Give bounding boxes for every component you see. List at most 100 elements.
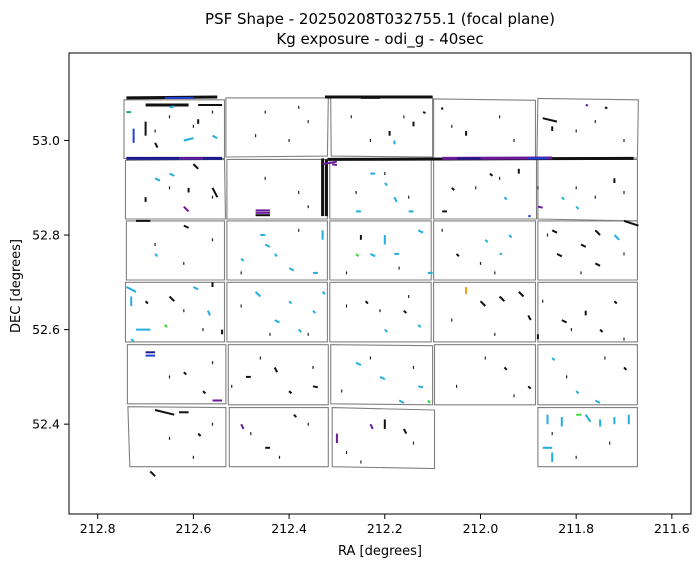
ccd-outline <box>226 281 328 343</box>
x-tick-label: 212.0 <box>463 521 499 536</box>
x-tick-label: 211.8 <box>558 521 594 536</box>
psf-point <box>369 356 371 360</box>
psf-whisker <box>398 399 405 404</box>
psf-whisker <box>455 253 460 257</box>
psf-point <box>240 304 242 308</box>
psf-point <box>345 271 348 275</box>
ccd-outline <box>331 407 436 470</box>
ccd-outline <box>537 281 638 343</box>
x-tick-label: 212.4 <box>271 521 307 536</box>
psf-whisker <box>417 229 424 234</box>
psf-whisker <box>585 104 589 107</box>
psf-point <box>451 318 453 322</box>
psf-whisker <box>312 385 319 389</box>
chart-subtitle: Kg exposure - odi_g - 40sec <box>276 30 483 49</box>
psf-point <box>412 365 415 369</box>
psf-whisker <box>498 295 506 302</box>
psf-whisker <box>211 187 219 198</box>
psf-whisker <box>197 432 202 437</box>
psf-point <box>307 422 309 426</box>
psf-point <box>494 271 496 275</box>
psf-point <box>484 356 486 360</box>
psf-point <box>264 176 266 180</box>
psf-point <box>307 205 309 209</box>
psf-point <box>269 332 271 336</box>
psf-point <box>298 105 300 109</box>
psf-whisker <box>508 234 513 239</box>
psf-point <box>341 389 343 393</box>
psf-whisker <box>183 224 190 229</box>
psf-whisker <box>599 328 604 333</box>
ccd-outline <box>537 407 638 468</box>
psf-whisker <box>427 399 431 404</box>
psf-point <box>623 337 625 341</box>
psf-whisker <box>288 300 293 305</box>
psf-whisker <box>503 366 508 371</box>
psf-point <box>350 115 352 119</box>
psf-whisker <box>384 328 388 333</box>
psf-whisker <box>254 291 262 298</box>
psf-point <box>211 110 214 114</box>
psf-whisker <box>418 385 424 389</box>
psf-whisker <box>393 196 398 203</box>
psf-point <box>546 233 549 237</box>
psf-point <box>594 195 596 199</box>
psf-point <box>211 422 214 426</box>
x-axis: 212.8 212.6 212.4 212.2 212.0 211.8 211.6 <box>80 514 690 536</box>
psf-point <box>412 441 415 445</box>
ccd-outline <box>536 97 639 159</box>
psf-point <box>513 394 515 398</box>
ccd-outline <box>228 407 329 468</box>
psf-whisker <box>192 163 199 170</box>
psf-whisker <box>154 409 175 416</box>
psf-whisker <box>355 253 360 258</box>
x-tick-label: 212.6 <box>176 521 212 536</box>
psf-whisker <box>594 262 601 267</box>
x-axis-label: RA [degrees] <box>338 544 422 559</box>
psf-point <box>551 432 553 436</box>
ccd-outline <box>225 97 329 158</box>
psf-whisker <box>274 319 280 324</box>
psf-whisker <box>580 243 587 248</box>
psf-whisker <box>542 117 558 123</box>
psf-point <box>345 304 348 308</box>
psf-whisker <box>202 390 207 395</box>
psf-point <box>604 356 606 360</box>
psf-whisker <box>364 300 369 305</box>
psf-whisker <box>561 196 565 201</box>
psf-point <box>384 172 386 176</box>
psf-point <box>307 332 309 336</box>
psf-point <box>398 266 400 270</box>
psf-point <box>264 110 266 114</box>
psf-point <box>211 195 214 199</box>
psf-point <box>537 186 539 190</box>
psf-point <box>298 191 300 194</box>
psf-whisker <box>154 177 161 182</box>
psf-point <box>154 243 156 246</box>
psf-point <box>575 455 577 459</box>
psf-whisker <box>130 338 135 343</box>
psf-point <box>594 120 596 124</box>
x-tick-label: 212.8 <box>80 521 116 536</box>
psf-whisker <box>183 371 187 376</box>
psf-whisker <box>403 309 408 314</box>
ccd-outline <box>537 344 638 406</box>
psf-whisker <box>623 366 628 371</box>
psf-whisker <box>417 324 422 328</box>
psf-point <box>513 139 515 142</box>
psf-whisker <box>355 361 362 366</box>
psf-whisker <box>527 385 532 390</box>
y-tick-label: 52.6 <box>32 322 60 337</box>
psf-whisker <box>331 163 338 167</box>
psf-whisker <box>169 172 175 177</box>
psf-whisker <box>594 229 601 236</box>
x-tick-label: 211.6 <box>654 521 690 536</box>
plot-frame <box>68 52 692 515</box>
psf-point <box>408 295 410 298</box>
psf-point <box>183 261 185 265</box>
psf-point <box>369 139 371 142</box>
ccd-outline <box>537 220 638 281</box>
psf-point <box>168 436 171 440</box>
psf-whisker <box>212 134 218 139</box>
psf-point <box>202 328 204 332</box>
